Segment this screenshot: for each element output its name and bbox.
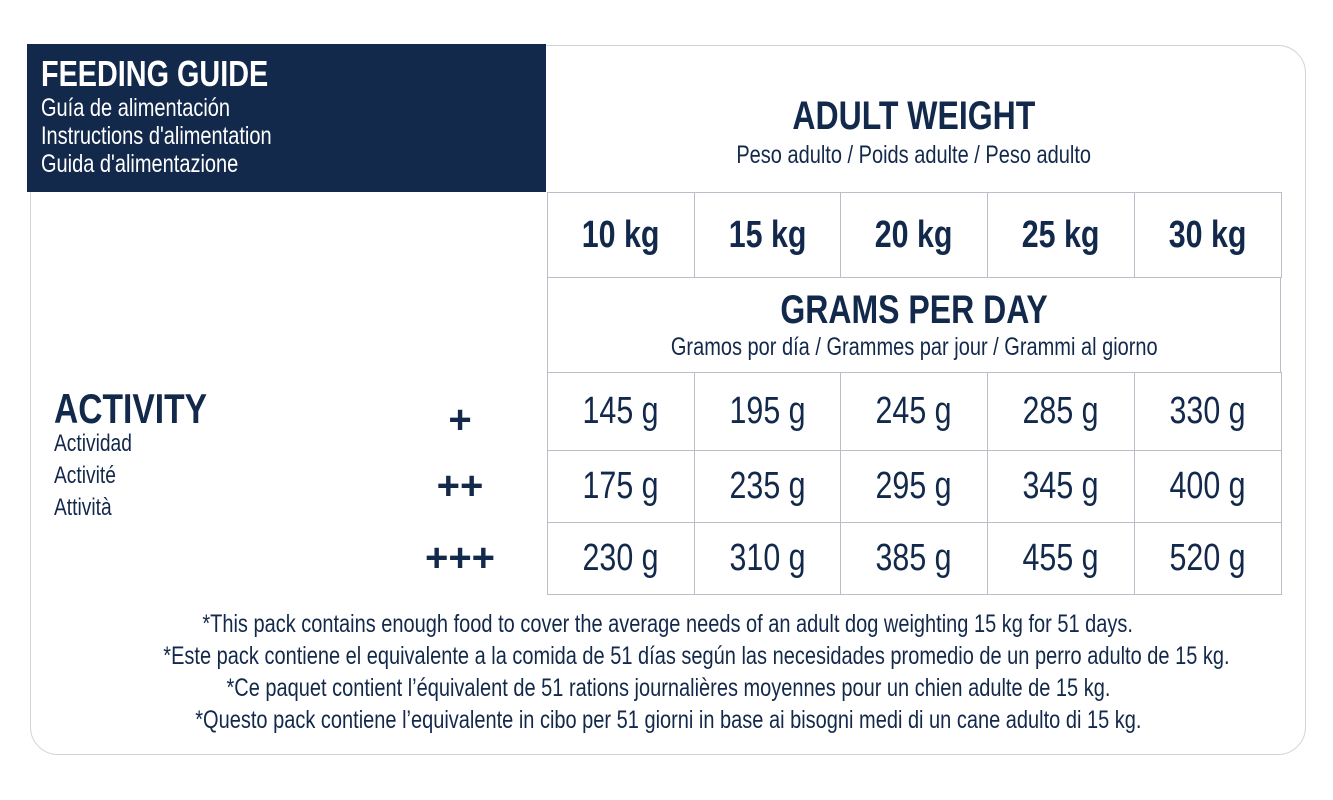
weight-subtitle: Peso adulto / Poids adulte / Peso adulto [736, 141, 1092, 169]
cell-value: 345 g [1022, 465, 1100, 507]
header: FEEDING GUIDE Guía de alimentación Instr… [27, 44, 546, 192]
table-cell: 235 g [694, 450, 841, 523]
activity-subtitle: Attività [54, 494, 112, 521]
weight-label: 10 kg [582, 213, 660, 256]
weight-heading: ADULT WEIGHT Peso adulto / Poids adulte … [547, 92, 1281, 170]
table-cell: 310 g [694, 522, 841, 595]
table-cell: 245 g [840, 372, 988, 451]
table-cell: 295 g [840, 450, 988, 523]
cell-value: 520 g [1169, 537, 1247, 579]
cell-value: 330 g [1169, 390, 1247, 432]
weight-label: 30 kg [1169, 213, 1247, 256]
footnote-line: *Ce paquet contient l’équivalent de 51 r… [30, 672, 1306, 704]
activity-level-text: ++ [436, 463, 484, 508]
table-cell: 520 g [1134, 522, 1282, 595]
activity-level: +++ [410, 522, 510, 594]
header-subtitle: Guía de alimentación [41, 94, 231, 122]
cell-value: 455 g [1022, 537, 1100, 579]
footnote: *Este pack contiene el equivalente a la … [163, 642, 1230, 670]
table-cell: 385 g [840, 522, 988, 595]
header-title: FEEDING GUIDE [41, 53, 269, 94]
cell-value: 385 g [875, 537, 953, 579]
activity-title: ACTIVITY [54, 385, 208, 432]
weight-label: 25 kg [1022, 213, 1100, 256]
cell-value: 235 g [729, 465, 806, 507]
activity-level-text: + [448, 397, 472, 442]
cell-value: 295 g [875, 465, 953, 507]
cell-value: 400 g [1169, 465, 1247, 507]
grams-heading: GRAMS PER DAY Gramos por día / Grammes p… [547, 277, 1281, 373]
weight-cell: 30 kg [1134, 192, 1282, 278]
activity: ACTIVITY Actividad Activité Attività [54, 386, 245, 524]
activity-level-text: +++ [424, 535, 496, 580]
activity-level: ++ [410, 450, 510, 522]
cell-value: 145 g [582, 390, 660, 432]
weight-title: ADULT WEIGHT [792, 94, 1036, 138]
table-cell: 195 g [694, 372, 841, 451]
header-subtitle: Instructions d'alimentation [41, 122, 272, 150]
weight-cell: 25 kg [987, 192, 1135, 278]
footnote-line: *Este pack contiene el equivalente a la … [30, 640, 1306, 672]
cell-value: 175 g [582, 465, 660, 507]
footnote: *Ce paquet contient l’équivalent de 51 r… [226, 674, 1110, 702]
cell-value: 230 g [582, 537, 660, 579]
grams-title: GRAMS PER DAY [780, 288, 1048, 332]
footnote-line: *This pack contains enough food to cover… [30, 608, 1306, 640]
table-cell: 455 g [987, 522, 1135, 595]
table-cell: 345 g [987, 450, 1135, 523]
table-cell: 175 g [547, 450, 695, 523]
weight-cell: 15 kg [694, 192, 841, 278]
grams-subtitle: Gramos por día / Grammes par jour / Gram… [670, 333, 1158, 361]
weight-cell: 20 kg [840, 192, 988, 278]
weight-cell: 10 kg [547, 192, 695, 278]
weight-label: 20 kg [875, 213, 953, 256]
footnotes: *This pack contains enough food to cover… [30, 608, 1306, 736]
weight-label: 15 kg [728, 213, 807, 256]
activity-subtitle: Activité [54, 462, 116, 489]
table-cell: 285 g [987, 372, 1135, 451]
cell-value: 245 g [875, 390, 953, 432]
footnote: *Questo pack contiene l’equivalente in c… [194, 706, 1142, 734]
cell-value: 195 g [729, 390, 806, 432]
footnote: *This pack contains enough food to cover… [202, 610, 1134, 638]
frame [30, 45, 1306, 755]
cell-value: 310 g [729, 537, 806, 579]
table-cell: 330 g [1134, 372, 1282, 451]
table-cell: 400 g [1134, 450, 1282, 523]
table-cell: 230 g [547, 522, 695, 595]
table-cell: 145 g [547, 372, 695, 451]
cell-value: 285 g [1022, 390, 1100, 432]
footnote-line: *Questo pack contiene l’equivalente in c… [30, 704, 1306, 736]
header-subtitle: Guida d'alimentazione [41, 150, 239, 178]
activity-level: + [410, 372, 510, 450]
activity-subtitle: Actividad [54, 430, 132, 457]
